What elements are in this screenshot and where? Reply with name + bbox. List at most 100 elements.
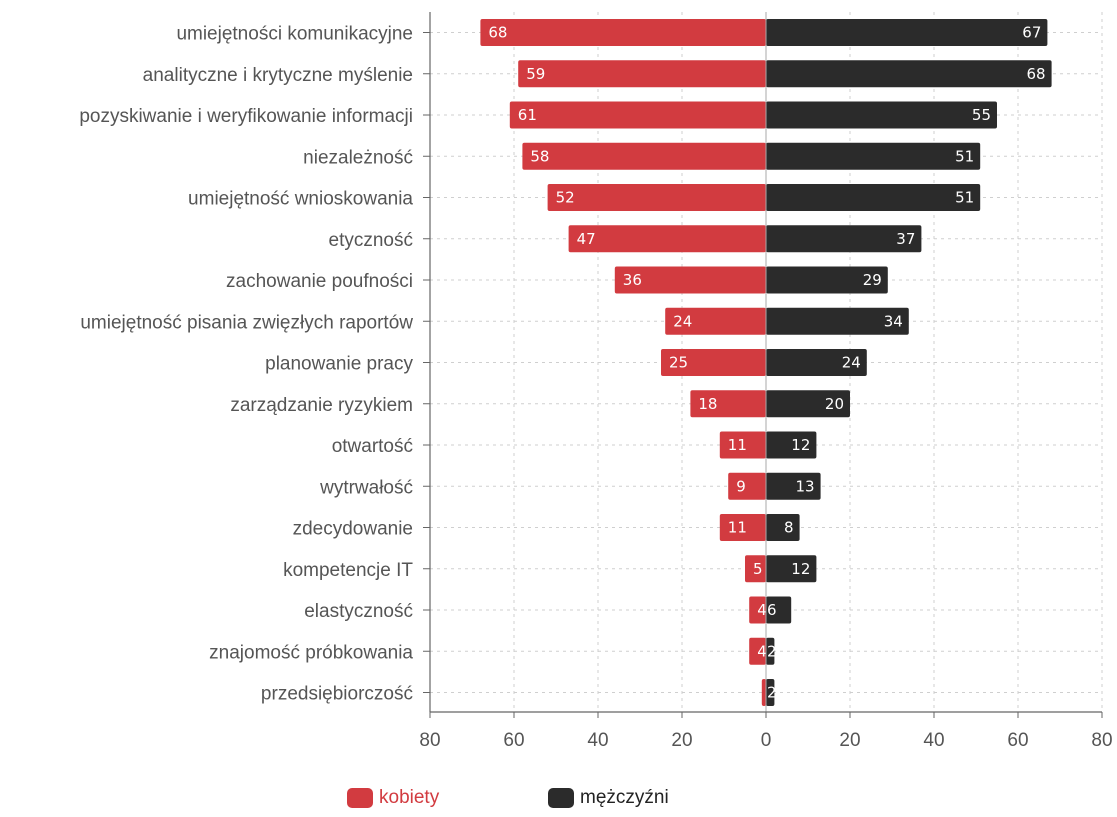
data-label-kobiety: 36 [623, 271, 642, 289]
data-label-mezczyzni: 68 [1027, 65, 1046, 83]
data-label-kobiety: 59 [526, 65, 545, 83]
data-label-mezczyzni: 2 [767, 684, 777, 702]
data-label-kobiety: 11 [728, 436, 747, 454]
legend-label-mezczyzni: mężczyźni [580, 787, 669, 808]
data-label-kobiety: 11 [728, 519, 747, 537]
bar-mezczyzni [766, 307, 909, 335]
bar-mezczyzni [766, 555, 817, 583]
category-label: kompetencje IT [283, 560, 413, 581]
bar-mezczyzni [766, 225, 922, 253]
data-label-kobiety: 25 [669, 354, 688, 372]
category-label: wytrwałość [319, 477, 413, 498]
category-label: umiejętność wnioskowania [188, 189, 413, 210]
legend-swatch-mezczyzni [548, 788, 574, 808]
data-label-mezczyzni: 8 [784, 519, 794, 537]
legend-item-mezczyzni[interactable]: mężczyźni [548, 787, 669, 809]
category-label: przedsiębiorczość [261, 684, 413, 705]
bar-kobiety [719, 514, 766, 541]
x-tick-label: 60 [1007, 730, 1028, 751]
x-tick-label: 80 [419, 730, 440, 751]
category-label: analityczne i krytyczne myślenie [143, 65, 413, 86]
bar-mezczyzni [766, 266, 888, 294]
bar-kobiety [761, 679, 766, 706]
category-label: etyczność [329, 230, 413, 251]
category-label: znajomość próbkowania [209, 642, 413, 663]
bar-kobiety [690, 390, 766, 418]
bar-mezczyzni [766, 60, 1052, 88]
bar-mezczyzni [766, 142, 981, 170]
bar-kobiety [509, 101, 766, 129]
data-label-mezczyzni: 67 [1022, 24, 1041, 42]
data-label-kobiety: 52 [556, 189, 575, 207]
x-tick-label: 60 [503, 730, 524, 751]
legend-label-kobiety: kobiety [379, 787, 440, 808]
data-label-mezczyzni: 29 [863, 271, 882, 289]
data-label-mezczyzni: 51 [955, 189, 974, 207]
data-label-mezczyzni: 2 [767, 642, 777, 660]
bar-mezczyzni [766, 390, 850, 418]
category-label: zarządzanie ryzykiem [230, 395, 413, 416]
data-label-mezczyzni: 13 [796, 477, 815, 495]
x-tick-label: 0 [761, 730, 772, 751]
bar-mezczyzni [766, 431, 817, 459]
data-label-kobiety: 18 [698, 395, 717, 413]
category-label: planowanie pracy [265, 354, 413, 375]
data-label-mezczyzni: 24 [842, 354, 861, 372]
bar-mezczyzni [766, 349, 867, 376]
data-label-mezczyzni: 6 [767, 601, 777, 619]
bar-kobiety [719, 431, 766, 459]
legend-swatch-kobiety [347, 788, 373, 808]
data-label-kobiety: 47 [577, 230, 596, 248]
category-label: elastyczność [304, 601, 413, 622]
bar-kobiety [749, 637, 766, 665]
x-tick-label: 40 [587, 730, 608, 751]
data-label-kobiety: 5 [753, 560, 763, 578]
data-label-mezczyzni: 12 [791, 560, 810, 578]
legend-item-kobiety[interactable]: kobiety [347, 787, 439, 809]
data-label-kobiety: 58 [530, 147, 549, 165]
category-label: pozyskiwanie i weryfikowanie informacji [79, 106, 413, 127]
bar-kobiety [547, 184, 766, 211]
x-tick-label: 20 [671, 730, 692, 751]
bar-mezczyzni [766, 596, 792, 624]
bar-kobiety [749, 596, 766, 624]
bar-mezczyzni [766, 679, 775, 706]
data-label-kobiety: 24 [673, 312, 692, 330]
data-label-mezczyzni: 37 [896, 230, 915, 248]
bar-kobiety [522, 142, 766, 170]
bar-mezczyzni [766, 472, 821, 500]
bar-kobiety [518, 60, 766, 88]
bar-mezczyzni [766, 514, 800, 541]
legend: kobiety mężczyźni [0, 787, 1117, 817]
data-label-kobiety: 4 [757, 642, 767, 660]
data-label-mezczyzni: 34 [884, 312, 903, 330]
bar-mezczyzni [766, 184, 981, 211]
data-label-kobiety: 61 [518, 106, 537, 124]
data-label-mezczyzni: 20 [825, 395, 844, 413]
bar-kobiety [614, 266, 766, 294]
data-label-kobiety: 4 [757, 601, 767, 619]
category-label: umiejętność pisania zwięzłych raportów [80, 312, 413, 333]
category-label: umiejętności komunikacyjne [176, 24, 413, 45]
data-label-mezczyzni: 55 [972, 106, 991, 124]
bar-kobiety [745, 555, 766, 583]
bar-kobiety [568, 225, 766, 253]
x-tick-label: 80 [1091, 730, 1112, 751]
x-tick-label: 40 [923, 730, 944, 751]
data-label-kobiety: 9 [736, 477, 746, 495]
data-label-mezczyzni: 12 [791, 436, 810, 454]
data-label-mezczyzni: 51 [955, 147, 974, 165]
category-label: zachowanie poufności [226, 271, 413, 292]
bar-kobiety [480, 19, 766, 46]
x-tick-label: 20 [839, 730, 860, 751]
bar-mezczyzni [766, 637, 775, 665]
bar-mezczyzni [766, 101, 997, 129]
bar-kobiety [661, 349, 766, 376]
category-label: zdecydowanie [293, 519, 413, 540]
category-label: otwartość [332, 436, 413, 457]
data-label-kobiety: 68 [488, 24, 507, 42]
bar-kobiety [665, 307, 766, 335]
bar-kobiety [728, 472, 766, 500]
